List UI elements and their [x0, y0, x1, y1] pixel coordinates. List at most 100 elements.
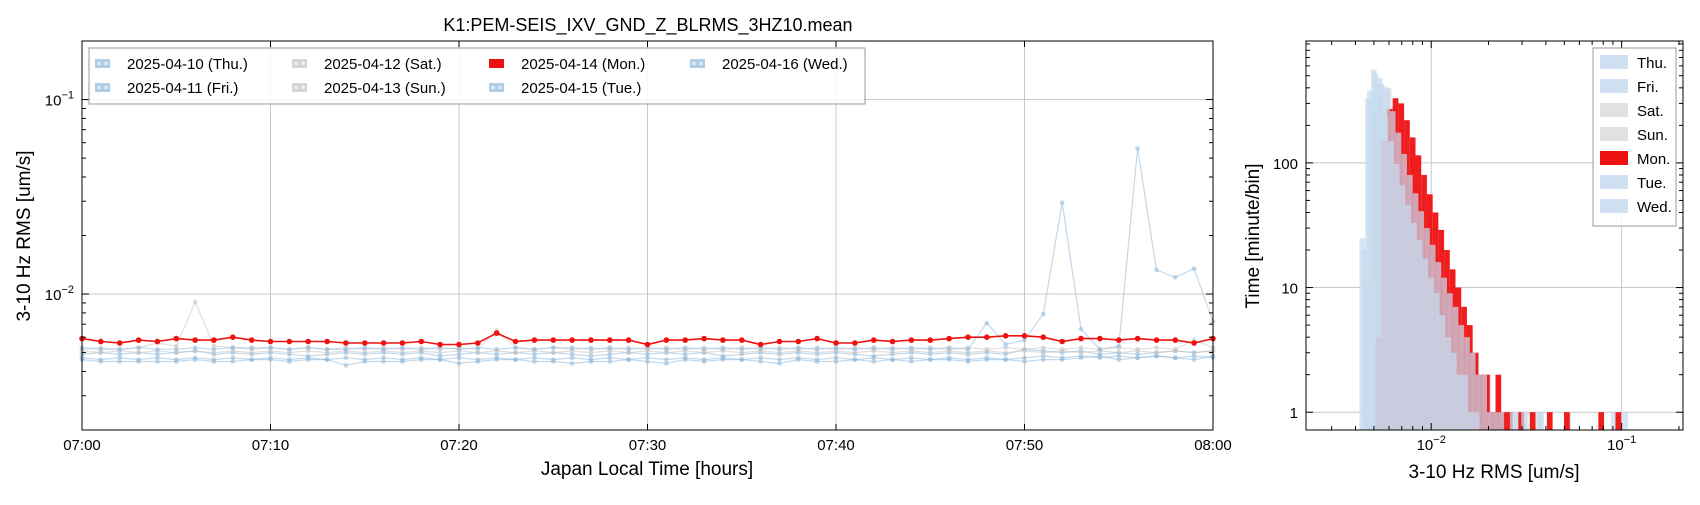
timeseries-series-2025-04-14-point [1172, 337, 1179, 343]
timeseries-series-2025-04-13-point [664, 350, 669, 355]
timeseries-series-2025-04-11-point [230, 355, 236, 361]
timeseries-series-2025-04-15-point [1022, 359, 1027, 364]
timeseries-series-2025-04-13-point [1135, 348, 1140, 354]
timeseries-x-tick-label: 07:20 [440, 437, 478, 454]
timeseries-series-2025-04-10-point [155, 351, 160, 357]
histogram-bar-wed [1492, 412, 1499, 430]
timeseries-series-2025-04-13-point [550, 350, 556, 355]
histogram-legend-label: Fri. [1637, 79, 1659, 96]
timeseries-legend-swatch-dot [301, 61, 305, 66]
timeseries-series-2025-04-14-point [889, 338, 896, 345]
timeseries-legend[interactable]: 2025-04-10 (Thu.) 2025-04-11 (Fri.) 2025-0… [88, 47, 866, 105]
timeseries-series-2025-04-11-point [833, 355, 839, 361]
timeseries-series-2025-04-16-point [871, 345, 877, 351]
timeseries-series-2025-04-13-point [626, 350, 631, 355]
timeseries-series-2025-04-16-point [173, 346, 179, 352]
timeseries-x-tick-label: 07:30 [629, 437, 667, 454]
timeseries-series-2025-04-15-point [890, 357, 895, 362]
timeseries-series-2025-04-13-point [1116, 350, 1122, 355]
histogram-bar-wed [1475, 374, 1482, 430]
timeseries-y-tick-label-exp: −2 [61, 284, 74, 296]
timeseries-series-2025-04-16-point [230, 345, 236, 351]
timeseries-series-2025-04-13-point [890, 350, 895, 355]
timeseries-series-2025-04-13-point [1191, 350, 1197, 355]
timeseries-series-2025-04-14-point [1002, 333, 1009, 339]
timeseries-series-2025-04-16-point [833, 345, 839, 351]
timeseries-series-2025-04-14-point [286, 338, 293, 345]
timeseries-series-2025-04-15-point [400, 359, 405, 364]
timeseries-series-2025-04-14-point [550, 337, 557, 343]
timeseries-series-2025-04-13-point [287, 350, 292, 355]
timeseries-series-2025-04-14-point [324, 338, 330, 345]
timeseries-series-2025-04-14-point [644, 341, 651, 348]
histogram-bar-wed [1395, 132, 1402, 430]
timeseries-series-2025-04-13-point [777, 350, 782, 355]
timeseries-series-2025-04-16-point [1059, 200, 1065, 206]
timeseries-series-2025-04-10-point [437, 353, 443, 359]
timeseries-series-2025-04-16-point [701, 346, 707, 352]
timeseries-legend-swatch [292, 83, 307, 92]
histogram-legend-swatch [1600, 175, 1628, 189]
timeseries-legend-swatch-dot [491, 85, 495, 90]
timeseries-legend-swatch-dot [104, 85, 108, 90]
timeseries-series-2025-04-15-point [456, 361, 462, 366]
timeseries-series-2025-04-14-point [418, 338, 425, 345]
timeseries-series-group [79, 146, 1216, 368]
timeseries-series-2025-04-15-point [1097, 353, 1103, 359]
histogram-bar-wed [1498, 412, 1505, 430]
histogram-bar-mon [1529, 412, 1536, 430]
timeseries-series-2025-04-16-point [343, 346, 349, 352]
histogram-bar-wed [1424, 228, 1430, 430]
timeseries-series-2025-04-14-point [173, 335, 180, 342]
timeseries-series-2025-04-16-point [287, 346, 292, 352]
timeseries-series-2025-04-16-point [720, 345, 726, 351]
timeseries-series-2025-04-15-point [381, 359, 386, 364]
histogram-bar-wed [1378, 83, 1385, 431]
timeseries-series-2025-04-10-point [588, 353, 594, 359]
timeseries-series-2025-04-13-point [588, 350, 594, 355]
timeseries-series-2025-04-13-point [1003, 350, 1008, 355]
timeseries-y-tick-label-exp: −1 [61, 90, 74, 102]
timeseries-series-2025-04-13-point [362, 350, 368, 355]
timeseries-series-2025-04-13-point [852, 350, 858, 355]
histogram-bar-wed [1446, 293, 1453, 430]
timeseries-series-2025-04-14-point [625, 337, 632, 343]
timeseries-series-2025-04-14-point [870, 337, 877, 343]
timeseries-series-2025-04-16-point [909, 345, 914, 351]
timeseries-series-2025-04-15-point [588, 359, 594, 364]
histogram-bar-sat [1534, 412, 1541, 430]
timeseries-series-2025-04-14-point [776, 338, 783, 345]
histogram-bar-wed [1401, 153, 1407, 430]
timeseries-ticks: 07:00 07:10 07:20 07:30 07:40 07:50 08:0010−11… [45, 40, 1232, 454]
histogram-bar-mon [1495, 374, 1502, 430]
histogram-bar-wed [1486, 412, 1493, 430]
timeseries-series-2025-04-16-point [381, 346, 386, 352]
histogram-bars-group [1359, 69, 1628, 431]
histogram-bar-wed [1384, 89, 1390, 430]
timeseries-series-2025-04-16-point [305, 345, 311, 351]
timeseries-y-axis-label: 3-10 Hz RMS [um/s] [14, 150, 35, 321]
histogram-legend-label: Tue. [1637, 175, 1666, 192]
timeseries-legend-label: 2025-04-10 (Thu.) [127, 56, 248, 73]
timeseries-series-2025-04-13-point [739, 350, 745, 355]
timeseries-series-2025-04-14-point [230, 334, 236, 341]
timeseries-series-2025-04-16-point [324, 346, 330, 352]
timeseries-legend-label: 2025-04-13 (Sun.) [324, 80, 446, 97]
histogram-legend-swatch [1600, 103, 1628, 117]
timeseries-series-2025-04-14-point [1097, 335, 1103, 342]
timeseries-title: K1:PEM-SEIS_IXV_GND_Z_BLRMS_3HZ10.mean [443, 15, 852, 36]
timeseries-series-2025-04-13-point [1040, 350, 1046, 355]
timeseries-series-2025-04-14-point [98, 338, 104, 345]
timeseries-series-2025-04-16-point [1135, 146, 1140, 151]
timeseries-legend-label: 2025-04-11 (Fri.) [127, 80, 238, 97]
histogram-bar-wed [1464, 337, 1470, 430]
histogram-legend[interactable]: Thu. Fri. Sat. Sun. Mon. Tue. Wed. [1592, 47, 1677, 227]
timeseries-legend-swatch [690, 59, 705, 68]
timeseries-series-2025-04-15-point [324, 357, 330, 362]
histogram-bar-mon [1546, 412, 1553, 430]
timeseries-series-2025-04-15-point [1040, 357, 1046, 362]
timeseries-series-2025-04-15-point [305, 357, 311, 362]
histogram-bar-wed [1372, 115, 1379, 431]
timeseries-series-2025-04-13-point [984, 348, 990, 354]
